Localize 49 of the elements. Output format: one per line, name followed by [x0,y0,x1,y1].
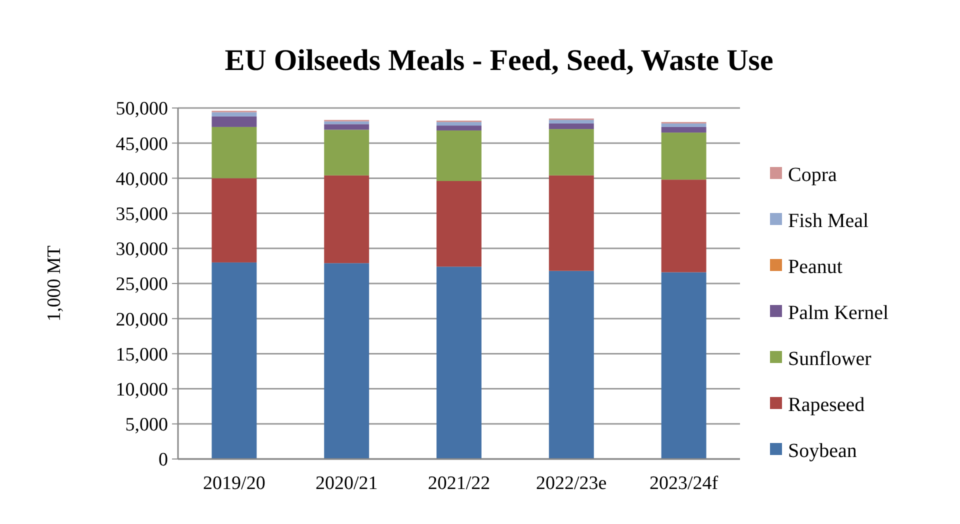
y-tick-label: 35,000 [116,204,168,225]
bar [324,130,370,176]
bar [324,175,370,264]
bar [548,175,594,271]
legend-label: Soybean [788,440,857,462]
y-tick-label: 40,000 [116,168,168,190]
legend-label: Sunflower [788,348,872,370]
legend-label: Palm Kernel [788,302,889,324]
y-tick-label: 45,000 [116,134,168,155]
bar [436,122,482,126]
legend-label: Copra [788,164,837,186]
legend-label: Fish Meal [788,210,869,232]
y-tick-label: 5,000 [125,414,168,436]
bar [661,126,706,133]
y-tick-label: 15,000 [116,344,168,366]
bar [548,270,594,459]
y-tick-label: 25,000 [116,274,168,296]
bar [212,126,257,178]
bar [212,116,257,127]
x-tick-label: 2020/21 [315,473,378,494]
bar [436,126,482,130]
bar [212,112,257,116]
bar [436,130,482,182]
bar [548,129,594,176]
x-tick-label: 2019/20 [203,473,266,494]
legend-label: Peanut [788,256,843,278]
bar [324,124,370,130]
y-tick-label: 0 [158,450,168,471]
chart-title: EU Oilseeds Meals - Feed, Seed, Waste Use [224,44,774,77]
bar [436,181,482,267]
y-tick-label: 20,000 [116,309,168,330]
bar [212,262,257,459]
bar [324,263,370,459]
x-tick-label: 2021/22 [428,473,490,494]
bar [548,120,594,124]
bar [661,180,706,272]
bar [661,123,706,127]
y-tick-label: 50,000 [116,98,168,120]
bar [661,132,706,180]
x-tick-label: 2023/24f [649,473,719,494]
bar [436,266,482,459]
y-tick-label: 10,000 [116,379,168,400]
y-tick-label: 30,000 [116,239,168,260]
bar [548,123,594,130]
legend-label: Rapeseed [788,394,865,416]
x-tick-label: 2022/23e [536,473,607,494]
bar [212,178,257,262]
bar [661,272,706,459]
y-axis-title: 1,000 MT [44,245,65,322]
